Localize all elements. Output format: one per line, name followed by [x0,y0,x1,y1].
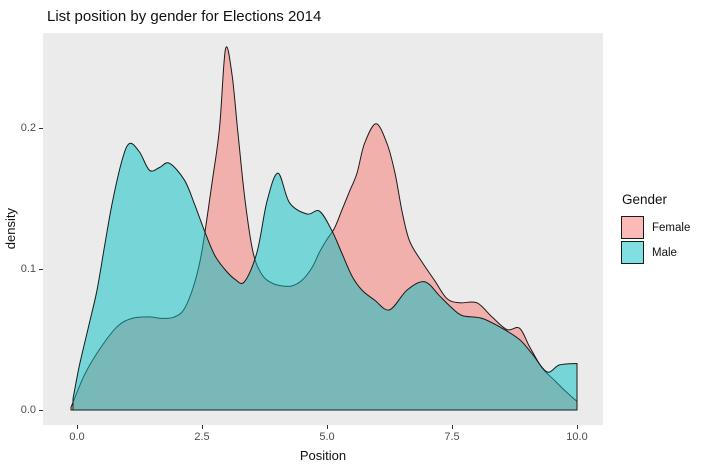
density-plot [70,46,578,411]
legend-entries: Female Male [621,216,690,264]
y-tick-label: 0.2 [20,122,36,134]
legend-entry: Female [621,216,690,239]
male-density-area [72,142,578,411]
legend-label: Female [652,221,691,234]
x-tick-label: 7.5 [444,431,460,443]
legend-title: Gender [622,192,668,207]
plot-panel [43,33,603,425]
legend-swatch-female [621,216,644,239]
x-tick-label: 0.0 [69,431,85,443]
x-tick-label: 2.5 [194,431,210,443]
y-axis-title: density [2,33,18,425]
legend-swatch-male [621,241,644,264]
legend-label: Male [652,246,677,259]
legend: Gender Female Male [621,192,690,266]
x-tick-mark [202,425,203,429]
x-tick-label: 10.0 [566,431,588,443]
x-axis-title: Position [299,448,347,463]
x-tick-label: 5.0 [319,431,335,443]
y-tick-label: 0.1 [20,263,36,275]
y-tick-label: 0.0 [20,404,36,416]
x-tick-mark [77,425,78,429]
y-tick-mark [39,269,43,270]
x-tick-mark [452,425,453,429]
legend-entry: Male [621,241,690,264]
y-tick-mark [39,128,43,129]
page-title: List position by gender for Elections 20… [47,8,322,25]
y-tick-mark [39,410,43,411]
y-axis-title-text: density [2,208,18,250]
x-tick-mark [577,425,578,429]
x-tick-mark [327,425,328,429]
